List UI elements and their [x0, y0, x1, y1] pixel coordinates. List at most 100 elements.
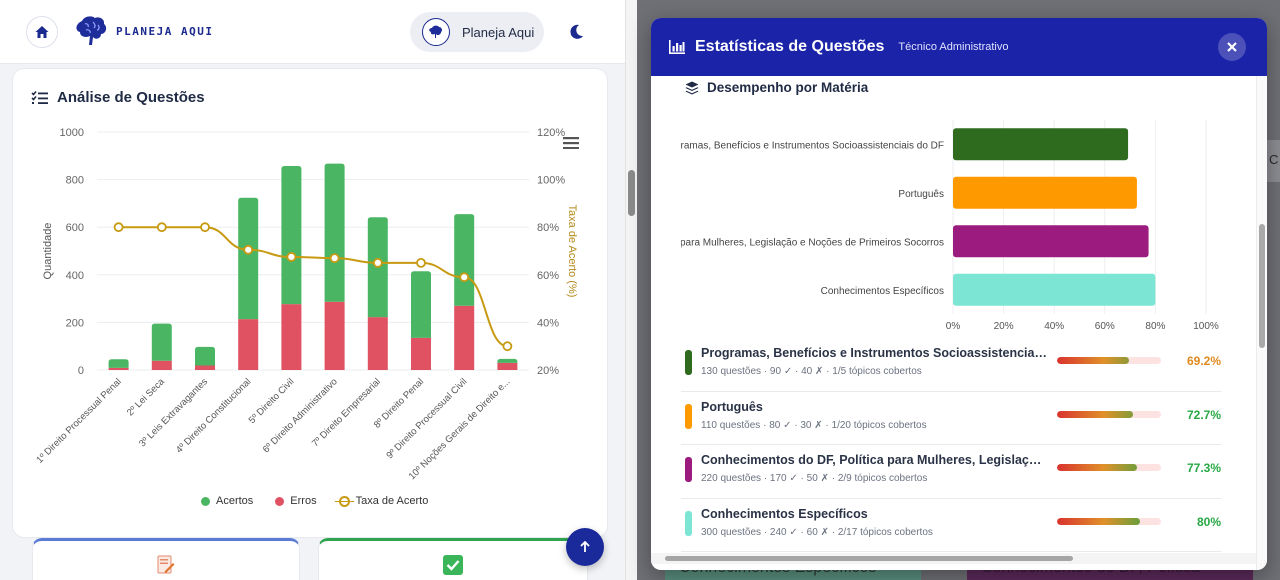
taxa-de-acerto-point — [372, 257, 383, 268]
x-tick-label: 2º Lei Seca — [125, 376, 167, 418]
subject-meta: 110 questões · 80 ✓ · 30 ✗ · 1/20 tópico… — [701, 419, 927, 431]
bar-erros — [324, 301, 345, 370]
x-tick-label: 9º Direito Processual Civil — [384, 376, 469, 461]
y2-tick-label: 80% — [537, 222, 559, 234]
subject-row[interactable]: Conhecimentos do DF, Política para Mulhe… — [681, 445, 1221, 499]
modal-horizontal-scrollbar-thumb[interactable] — [665, 556, 1073, 561]
x-tick-label: 1º Direito Processual Penal — [34, 376, 123, 465]
bar-chart-icon — [669, 40, 685, 54]
modal-vertical-scrollbar-thumb[interactable] — [1259, 224, 1265, 348]
subject-row[interactable]: Programas, Benefícios e Instrumentos Soc… — [681, 338, 1221, 392]
check-box-icon — [443, 555, 463, 575]
legend-item-erros[interactable]: Erros — [275, 495, 317, 507]
subject-percent: 72.7% — [1186, 407, 1221, 422]
background-edge-card: C — [1263, 140, 1280, 182]
taxa-de-acerto-point — [200, 222, 210, 233]
subject-progress-fill — [1057, 357, 1129, 364]
x-tick-label: 20% — [994, 321, 1014, 332]
performance-by-subject-chart: 0% 20% 40% 60% 80% 100% ogramas, Benefícios e … — [680, 120, 1219, 332]
bar-acertos — [238, 197, 259, 320]
subject-progress-fill — [1057, 464, 1138, 471]
y2-tick-label: 120% — [537, 127, 565, 139]
subject-name: Português — [701, 399, 763, 414]
main-app: PLANEJA AQUI Planeja Aqui Análise de Que… — [0, 0, 625, 580]
scroll-to-top-button[interactable] — [566, 528, 604, 566]
subject-meta: 220 questões · 170 ✓ · 50 ✗ · 2/9 tópico… — [701, 473, 928, 484]
subject-bar — [953, 225, 1149, 258]
bar-acertos — [324, 163, 345, 302]
page-scrollbar-thumb[interactable] — [628, 170, 635, 216]
y-tick-label: para Mulheres, Legislação e Noções de Pr… — [680, 237, 944, 248]
y2-tick-label: 100% — [537, 175, 565, 187]
taxa-de-acerto-point — [156, 222, 167, 233]
subject-row[interactable]: Conhecimentos Específicos 300 questões ·… — [681, 499, 1221, 552]
subject-percent: 77.3% — [1186, 461, 1221, 475]
subject-color-marker — [685, 403, 692, 429]
subject-meta: 130 questões · 90 ✓ · 40 ✗ · 1/5 tópicos… — [701, 366, 922, 377]
arrow-up-icon — [580, 541, 590, 552]
taxa-de-acerto-point — [329, 253, 340, 264]
subject-percent: 80% — [1196, 514, 1221, 529]
chart-legend: Acertos Erros Taxa de Acerto — [201, 495, 428, 507]
taxa-de-acerto-line — [118, 226, 508, 348]
stat-card-2[interactable] — [318, 538, 588, 580]
taxa-de-acerto-point — [459, 272, 470, 283]
subject-list: Programas, Benefícios e Instrumentos Soc… — [681, 338, 1221, 552]
bar-acertos — [411, 271, 431, 338]
bar-acertos — [454, 214, 475, 306]
home-button[interactable] — [26, 16, 58, 48]
checklist-icon — [31, 90, 48, 104]
bar-erros — [195, 365, 215, 370]
subject-bar — [953, 128, 1129, 161]
stat-card-1[interactable] — [32, 538, 300, 580]
legend-label-erros: Erros — [290, 495, 317, 507]
bar-erros — [367, 317, 388, 370]
subject-color-marker — [685, 457, 692, 482]
subject-percent: 69.2% — [1186, 354, 1221, 368]
bar-acertos — [108, 359, 129, 368]
x-tick-label: 40% — [1044, 321, 1064, 332]
performance-section-title-text: Desempenho por Matéria — [707, 80, 869, 95]
chart-menu-icon[interactable] — [563, 137, 579, 149]
y2-tick-label: 20% — [537, 365, 559, 377]
background-edge-letter: C — [1269, 152, 1279, 167]
bar-erros — [497, 362, 518, 370]
performance-section-title: Desempenho por Matéria — [685, 80, 868, 95]
y-axis-label: Quantidade — [42, 223, 54, 280]
subject-progress-bar — [1057, 517, 1161, 525]
x-tick-label: 100% — [1193, 321, 1219, 332]
modal-body: Desempenho por Matéria 0% 20% 40% 60% 80% 100… — [651, 76, 1267, 570]
y-tick-label: Conhecimentos Específicos — [821, 286, 944, 297]
subject-progress-fill — [1057, 410, 1133, 418]
user-menu[interactable]: Planeja Aqui — [410, 12, 544, 52]
dark-mode-moon-icon[interactable] — [566, 22, 586, 42]
bar-acertos — [497, 358, 518, 363]
taxa-de-acerto-point — [113, 222, 124, 233]
subject-row[interactable]: Português 110 questões · 80 ✓ · 30 ✗ · 1… — [681, 392, 1221, 445]
top-navbar: PLANEJA AQUI Planeja Aqui — [0, 0, 625, 64]
bar-erros — [281, 304, 302, 370]
y-tick-label: 200 — [66, 317, 84, 329]
logo[interactable]: PLANEJA AQUI — [74, 15, 213, 47]
y2-tick-label: 40% — [537, 317, 559, 329]
close-icon — [1227, 42, 1237, 52]
subject-meta: 300 questões · 240 ✓ · 60 ✗ · 2/17 tópic… — [701, 526, 933, 538]
modal-horizontal-scrollbar[interactable] — [651, 553, 1256, 564]
close-modal-button[interactable] — [1218, 33, 1246, 61]
taxa-de-acerto-point — [243, 244, 254, 255]
legend-marker-taxa — [334, 495, 354, 507]
x-tick-label: 4º Direito Constitucional — [174, 376, 253, 455]
modal-vertical-scrollbar[interactable] — [1256, 76, 1267, 570]
subject-name: Programas, Benefícios e Instrumentos Soc… — [701, 346, 1047, 360]
legend-item-taxa[interactable]: Taxa de Acerto — [334, 495, 428, 507]
legend-item-acertos[interactable]: Acertos — [201, 495, 253, 507]
subject-name: Conhecimentos Específicos — [701, 506, 868, 521]
bar-erros — [108, 367, 129, 370]
bar-erros — [411, 337, 431, 370]
modal-subtitle: Técnico Administrativo — [898, 41, 1009, 53]
subject-color-marker — [685, 510, 692, 536]
bar-acertos — [281, 166, 302, 305]
page-scrollbar[interactable] — [625, 0, 637, 580]
avatar — [422, 18, 450, 46]
bar-acertos — [151, 323, 172, 361]
